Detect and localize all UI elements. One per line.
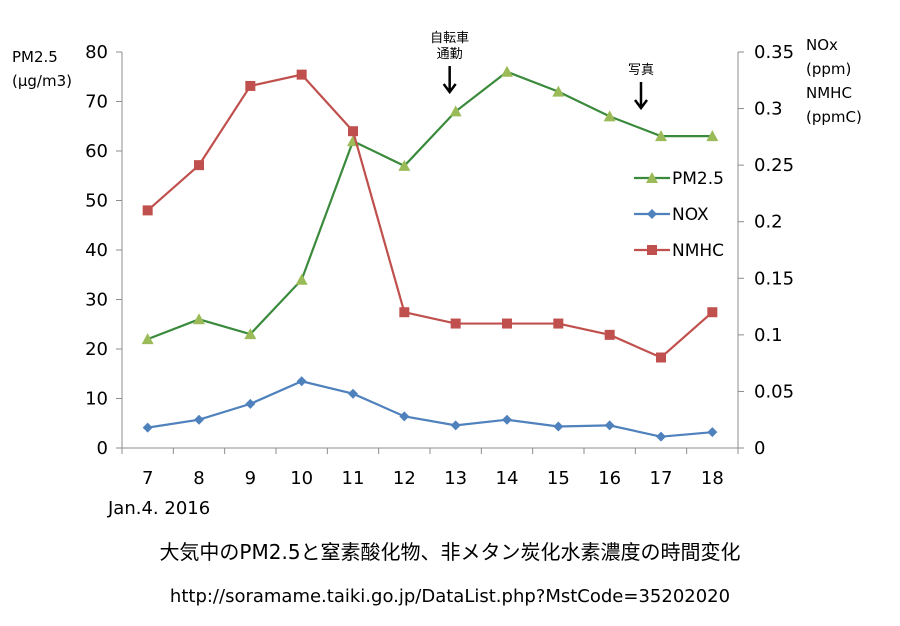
- x-tick-label: 16: [598, 468, 621, 489]
- x-tick-label: 10: [290, 468, 313, 489]
- y-right-tick-label: 0.15: [754, 268, 794, 289]
- x-tick-label: 15: [547, 468, 570, 489]
- data-point-nox: [194, 414, 204, 425]
- annotation-arrow-head: [634, 99, 648, 111]
- data-point-nmhc: [553, 318, 564, 329]
- y-left-tick-label: 30: [85, 290, 108, 311]
- data-point-nmhc: [296, 69, 307, 80]
- legend-label-nox: NOX: [672, 205, 709, 225]
- annotation-label: 通勤: [437, 47, 463, 62]
- data-point-nmhc: [142, 205, 153, 216]
- x-tick-label: 18: [701, 468, 724, 489]
- x-tick-label: 8: [193, 468, 204, 489]
- data-point-pm2-5: [603, 110, 616, 122]
- x-tick-label: 17: [650, 468, 673, 489]
- data-point-pm2-5: [295, 273, 308, 285]
- data-point-pm2-5: [398, 159, 411, 171]
- x-tick-label: 14: [496, 468, 519, 489]
- series-line-pm2-5: [147, 70, 713, 341]
- data-point-pm2-5: [141, 333, 154, 345]
- data-point-pm2-5: [193, 313, 205, 325]
- legend-label-pm2-5: PM2.5: [672, 169, 724, 189]
- y-left-tick-label: 70: [85, 92, 108, 113]
- annotation-label: 自転車: [430, 31, 469, 46]
- data-point-nmhc: [450, 318, 461, 329]
- y-left-tick-label: 20: [85, 339, 108, 360]
- y-left-axis-title: (µg/m3): [12, 72, 72, 90]
- legend-label-nmhc: NMHC: [672, 241, 724, 261]
- y-left-tick-label: 10: [85, 389, 108, 410]
- series-line-nmhc: [146, 73, 714, 359]
- chart: 0 10 20 30 40 50 60 70 80 0 0.05 0.1 0.15 0.2 0.25 0.3 0…: [12, 31, 862, 489]
- data-point-nox: [656, 431, 666, 442]
- legend-marker-nmhc: [647, 245, 657, 255]
- y-right-tick-label: 0.35: [754, 42, 794, 63]
- data-point-nox: [604, 420, 615, 431]
- data-point-pm2-5: [449, 105, 462, 117]
- y-right-tick-label: 0.1: [754, 325, 783, 346]
- data-point-nox: [553, 421, 564, 432]
- annotation-label: 写真: [628, 63, 654, 78]
- x-tick-label: 11: [342, 468, 365, 489]
- x-tick-label: 12: [393, 468, 416, 489]
- x-tick-label: 7: [142, 468, 153, 489]
- y-left-axis-title: PM2.5: [12, 48, 58, 66]
- data-point-nmhc: [604, 329, 615, 340]
- series-line-nox: [147, 380, 713, 438]
- data-point-nox: [245, 398, 256, 409]
- data-point-nmhc: [399, 307, 410, 318]
- y-right-tick-label: 0.3: [754, 99, 783, 120]
- y-right-axis-title: (ppm): [806, 60, 851, 78]
- legend-marker-nox: [647, 209, 657, 219]
- data-point-nmhc: [348, 126, 358, 137]
- data-point-nox: [450, 420, 461, 431]
- y-right-axis-title: NOx: [806, 36, 838, 54]
- y-right-tick-label: 0.05: [754, 381, 794, 402]
- data-point-nox: [296, 376, 307, 387]
- y-left-tick-label: 40: [85, 240, 108, 261]
- data-point-nmhc: [245, 80, 256, 91]
- source-url: http://soramame.taiki.go.jp/DataList.php…: [169, 586, 731, 607]
- data-point-nox: [707, 427, 718, 438]
- chart-caption: 大気中のPM2.5と窒素酸化物、非メタン炭化水素濃度の時間変化: [159, 540, 741, 564]
- x-tick-label: 13: [444, 468, 467, 489]
- y-right-tick-label: 0.2: [754, 212, 783, 233]
- data-point-nmhc: [502, 318, 512, 329]
- annotation-arrow-head: [442, 83, 457, 95]
- data-point-nmhc: [194, 160, 204, 171]
- data-point-nox: [348, 388, 358, 399]
- data-point-nox: [399, 411, 410, 422]
- data-point-pm2-5: [501, 65, 513, 77]
- y-left-tick-label: 80: [85, 42, 108, 63]
- y-right-axis-title: (ppmC): [806, 108, 862, 126]
- legend-marker-pm2-5: [646, 172, 658, 183]
- data-point-pm2-5: [706, 130, 719, 142]
- y-left-tick-label: 60: [85, 141, 108, 162]
- y-right-tick-label: 0.25: [754, 155, 794, 176]
- data-point-nox: [142, 422, 153, 433]
- y-right-tick-label: 0: [754, 438, 765, 459]
- data-point-nmhc: [707, 307, 718, 318]
- y-left-tick-label: 0: [97, 438, 108, 459]
- y-left-tick-label: 50: [85, 191, 108, 212]
- date-label: Jan.4. 2016: [108, 498, 211, 519]
- data-point-nox: [502, 414, 512, 425]
- data-point-pm2-5: [655, 130, 667, 142]
- data-point-nmhc: [656, 352, 666, 363]
- data-point-pm2-5: [552, 85, 565, 97]
- y-right-axis-title: NMHC: [806, 84, 852, 102]
- data-point-pm2-5: [244, 328, 257, 340]
- x-tick-label: 9: [245, 468, 256, 489]
